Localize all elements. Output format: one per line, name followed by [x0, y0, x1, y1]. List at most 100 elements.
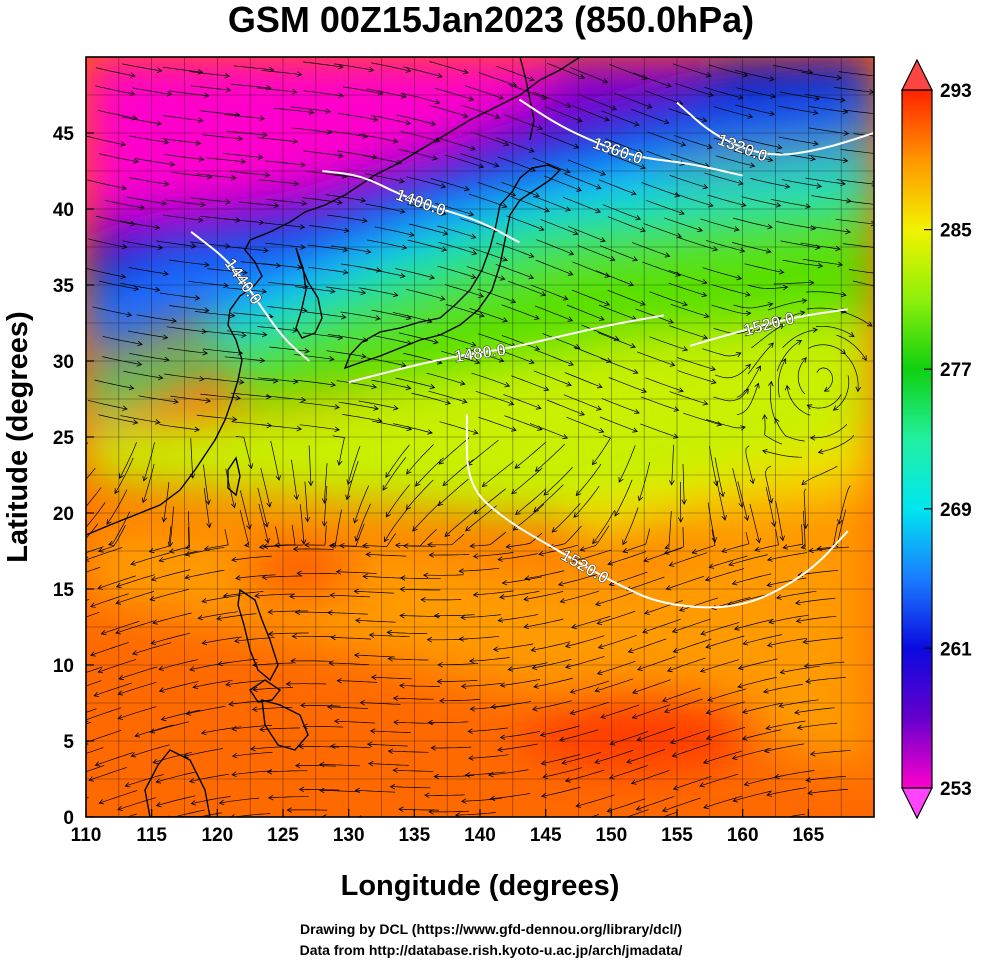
- streamline: [366, 553, 407, 557]
- streamline: [601, 110, 640, 126]
- streamline: [95, 752, 134, 766]
- streamline-arrow: [436, 678, 442, 685]
- streamline-arrow: [337, 460, 343, 466]
- streamline-arrow: [458, 636, 464, 642]
- streamline: [673, 135, 713, 149]
- streamline-arrow: [673, 406, 680, 412]
- streamline-arrow: [185, 710, 192, 716]
- streamline-arrow: [97, 584, 103, 590]
- streamline-arrow: [504, 382, 511, 388]
- streamline-arrow: [69, 493, 74, 498]
- streamline: [165, 199, 205, 206]
- streamline-arrow: [230, 502, 237, 509]
- streamline-arrow: [702, 758, 709, 765]
- streamline-arrow: [126, 311, 133, 318]
- streamline: [525, 570, 565, 580]
- streamline: [563, 394, 602, 410]
- streamline: [156, 795, 196, 807]
- streamline: [365, 203, 405, 213]
- streamline: [670, 303, 709, 318]
- streamline-arrow: [464, 185, 470, 192]
- streamline: [166, 326, 207, 333]
- streamline: [733, 217, 773, 228]
- streamline-arrow: [534, 314, 540, 320]
- streamline: [735, 69, 775, 80]
- streamline: [406, 176, 446, 188]
- streamline-arrow: [201, 328, 208, 335]
- streamline-arrow: [637, 495, 643, 502]
- streamline: [437, 333, 476, 346]
- streamline-arrow: [163, 180, 170, 187]
- streamline-arrow: [163, 270, 169, 277]
- streamline: [325, 286, 366, 294]
- streamline-arrow: [334, 404, 340, 410]
- streamline: [533, 484, 564, 512]
- streamline-arrow: [611, 819, 616, 824]
- streamline: [327, 706, 368, 709]
- streamline-arrow: [707, 696, 713, 702]
- streamline: [674, 193, 713, 207]
- streamline: [631, 769, 670, 784]
- streamline-arrow: [702, 334, 709, 340]
- streamline: [426, 372, 466, 385]
- streamline-arrow: [242, 269, 248, 276]
- streamline: [333, 63, 374, 71]
- streamline: [258, 503, 269, 543]
- streamline: [772, 64, 813, 73]
- streamline-arrow: [298, 786, 305, 793]
- streamline: [673, 776, 712, 790]
- streamline-arrow: [749, 478, 755, 485]
- streamline: [346, 460, 359, 500]
- streamline: [802, 258, 843, 266]
- streamline: [598, 634, 637, 649]
- streamline-arrow: [437, 661, 443, 668]
- streamline: [782, 259, 823, 267]
- streamline: [806, 291, 846, 296]
- streamline-arrow: [335, 569, 342, 575]
- streamline-arrow: [630, 343, 636, 349]
- streamline: [90, 593, 129, 607]
- streamline: [117, 797, 157, 810]
- streamline-arrow: [375, 315, 381, 321]
- streamline-arrow: [567, 316, 574, 322]
- streamline-arrow: [642, 628, 648, 634]
- streamline-arrow: [301, 200, 308, 206]
- streamline: [732, 573, 772, 585]
- streamline: [374, 226, 414, 236]
- streamline-arrow: [575, 802, 582, 808]
- streamline: [704, 86, 743, 99]
- streamline: [473, 552, 514, 557]
- streamline: [126, 813, 137, 817]
- streamline: [119, 220, 160, 229]
- streamline: [703, 795, 743, 809]
- contour-line: [465, 414, 849, 609]
- streamline-arrow: [261, 574, 268, 580]
- streamline: [774, 770, 815, 778]
- x-tick-label: 155: [661, 825, 693, 846]
- streamline-arrow: [371, 383, 378, 390]
- streamline-arrow: [801, 298, 808, 304]
- streamline: [475, 390, 514, 405]
- streamline-arrow: [535, 404, 542, 410]
- streamline-arrow: [708, 91, 714, 97]
- streamline: [128, 267, 169, 275]
- streamline-arrow: [340, 313, 347, 320]
- streamline-arrow: [761, 449, 768, 455]
- streamline: [622, 528, 651, 553]
- streamline: [393, 423, 433, 434]
- streamline: [477, 333, 517, 348]
- streamline: [677, 357, 716, 371]
- streamline-arrow: [814, 95, 820, 101]
- streamline-arrow: [195, 140, 202, 146]
- streamline: [470, 705, 511, 710]
- streamline: [775, 221, 816, 230]
- streamline: [737, 676, 777, 688]
- streamline: [540, 725, 580, 736]
- streamline-arrow: [630, 779, 637, 785]
- streamline-arrow: [743, 781, 750, 787]
- streamline-arrow: [399, 272, 406, 279]
- streamline-arrow: [487, 771, 494, 778]
- streamline: [400, 588, 441, 591]
- streamline-arrow: [628, 281, 635, 287]
- streamline: [119, 442, 137, 479]
